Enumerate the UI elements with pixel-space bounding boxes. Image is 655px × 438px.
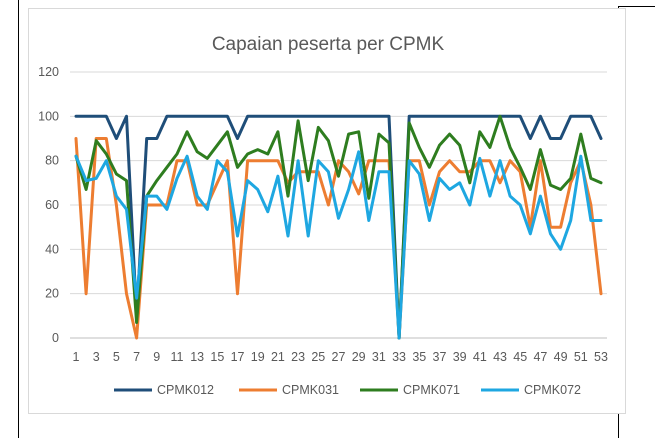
y-tick-label: 120 [38, 65, 59, 79]
series-line-cpmk072 [74, 150, 603, 340]
y-tick-label: 40 [45, 242, 59, 256]
y-tick-label: 100 [38, 109, 59, 123]
x-tick-label: 15 [210, 350, 224, 364]
y-tick-label: 60 [45, 198, 59, 212]
x-tick-label: 43 [493, 350, 507, 364]
x-tick-label: 23 [291, 350, 305, 364]
x-tick-label: 33 [392, 350, 406, 364]
series-line-cpmk012 [74, 114, 603, 340]
chart-frame: Capaian peserta per CPMK 0 20 40 60 80 100 120… [28, 8, 626, 414]
x-tick-label: 13 [190, 350, 204, 364]
page-border-top [618, 6, 655, 7]
y-tick-label: 20 [45, 287, 59, 301]
x-tick-label: 9 [153, 350, 160, 364]
x-tick-label: 3 [93, 350, 100, 364]
x-tick-label: 27 [332, 350, 346, 364]
legend-label: CPMK071 [403, 383, 460, 397]
x-tick-label: 19 [251, 350, 265, 364]
x-tick-label: 7 [133, 350, 140, 364]
x-tick-label: 17 [231, 350, 245, 364]
legend-label: CPMK031 [282, 383, 339, 397]
legend-label: CPMK072 [524, 383, 581, 397]
chart-title: Capaian peserta per CPMK [212, 34, 445, 55]
page-border-left [18, 0, 19, 438]
x-tick-label: 51 [574, 350, 588, 364]
x-tick-label: 31 [372, 350, 386, 364]
x-tick-label: 47 [533, 350, 547, 364]
x-tick-label: 39 [453, 350, 467, 364]
x-tick-label: 11 [170, 350, 183, 364]
legend-label: CPMK012 [157, 383, 214, 397]
x-tick-label: 5 [113, 350, 120, 364]
x-tick-label: 49 [554, 350, 568, 364]
line-chart: Capaian peserta per CPMK 0 20 40 60 80 100 120… [38, 34, 608, 397]
legend: CPMK012 CPMK031 CPMK071 CPMK072 [114, 383, 581, 397]
x-tick-label: 41 [473, 350, 487, 364]
x-tick-label: 35 [412, 350, 426, 364]
x-tick-label: 21 [271, 350, 285, 364]
x-tick-label: 29 [352, 350, 366, 364]
y-axis-tick-labels: 0 20 40 60 80 100 120 [38, 65, 59, 345]
y-tick-label: 80 [45, 154, 59, 168]
y-tick-label: 0 [52, 331, 59, 345]
x-tick-label: 1 [73, 350, 80, 364]
series-lines [74, 114, 603, 340]
x-axis-tick-labels: 1 3 5 7 9 11 13 15 17 19 21 23 25 27 29 31 33 35 37 39 41 43 4… [73, 350, 608, 364]
x-tick-label: 53 [594, 350, 608, 364]
x-tick-label: 45 [513, 350, 527, 364]
series-line-cpmk071 [74, 114, 603, 340]
x-tick-label: 37 [433, 350, 447, 364]
x-tick-label: 25 [311, 350, 325, 364]
